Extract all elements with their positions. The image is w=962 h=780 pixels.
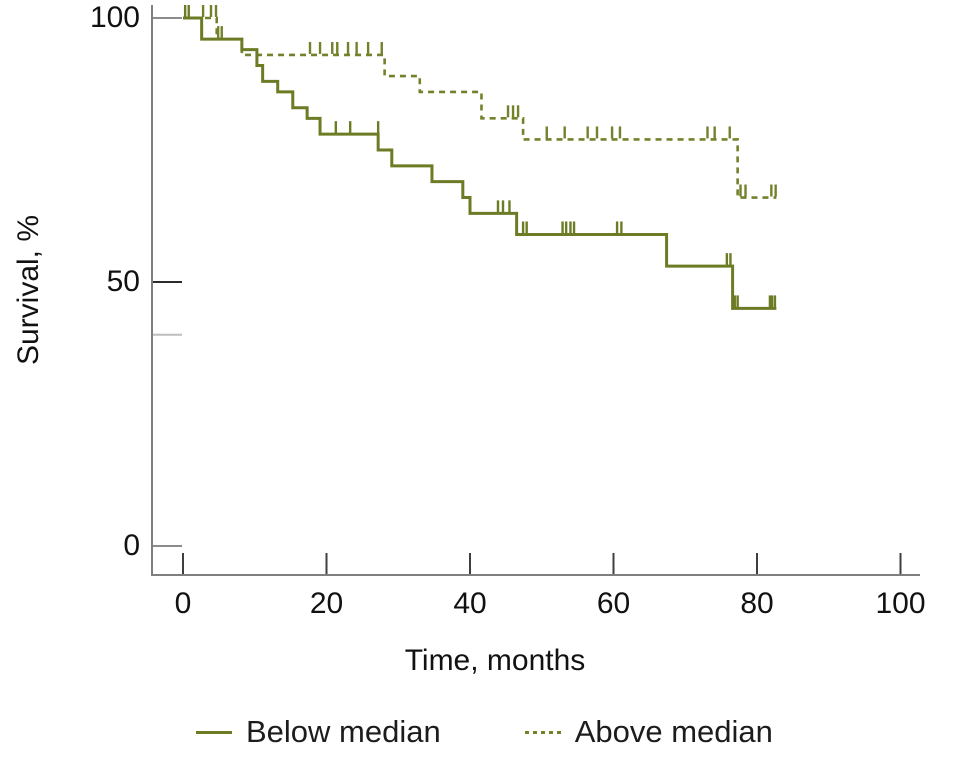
legend: Below median Above median xyxy=(196,714,773,750)
x-axis-tick-label-20: 20 xyxy=(309,587,344,620)
x-axis-tick-label-100: 100 xyxy=(875,587,926,620)
legend-item-above-median: Above median xyxy=(524,714,773,750)
x-axis-tick-label-40: 40 xyxy=(453,587,487,620)
legend-item-below-median: Below median xyxy=(196,714,441,750)
y-axis-tick-label-50: 50 xyxy=(106,265,140,298)
legend-label-above-median: Above median xyxy=(574,714,773,749)
y-axis-title: Survival, % xyxy=(12,214,45,366)
x-axis-tick-label-80: 80 xyxy=(740,587,774,620)
x-axis-title: Time, months xyxy=(404,644,586,677)
legend-label-below-median: Below median xyxy=(246,714,441,749)
x-axis-tick-label-0: 0 xyxy=(174,587,192,620)
legend-line-sample-solid xyxy=(196,730,232,734)
y-axis-tick-label-0: 0 xyxy=(123,529,140,562)
x-axis-tick-label-60: 60 xyxy=(596,587,631,620)
legend-line-sample-dashed xyxy=(524,730,561,734)
y-axis-tick-label-100: 100 xyxy=(89,1,140,34)
